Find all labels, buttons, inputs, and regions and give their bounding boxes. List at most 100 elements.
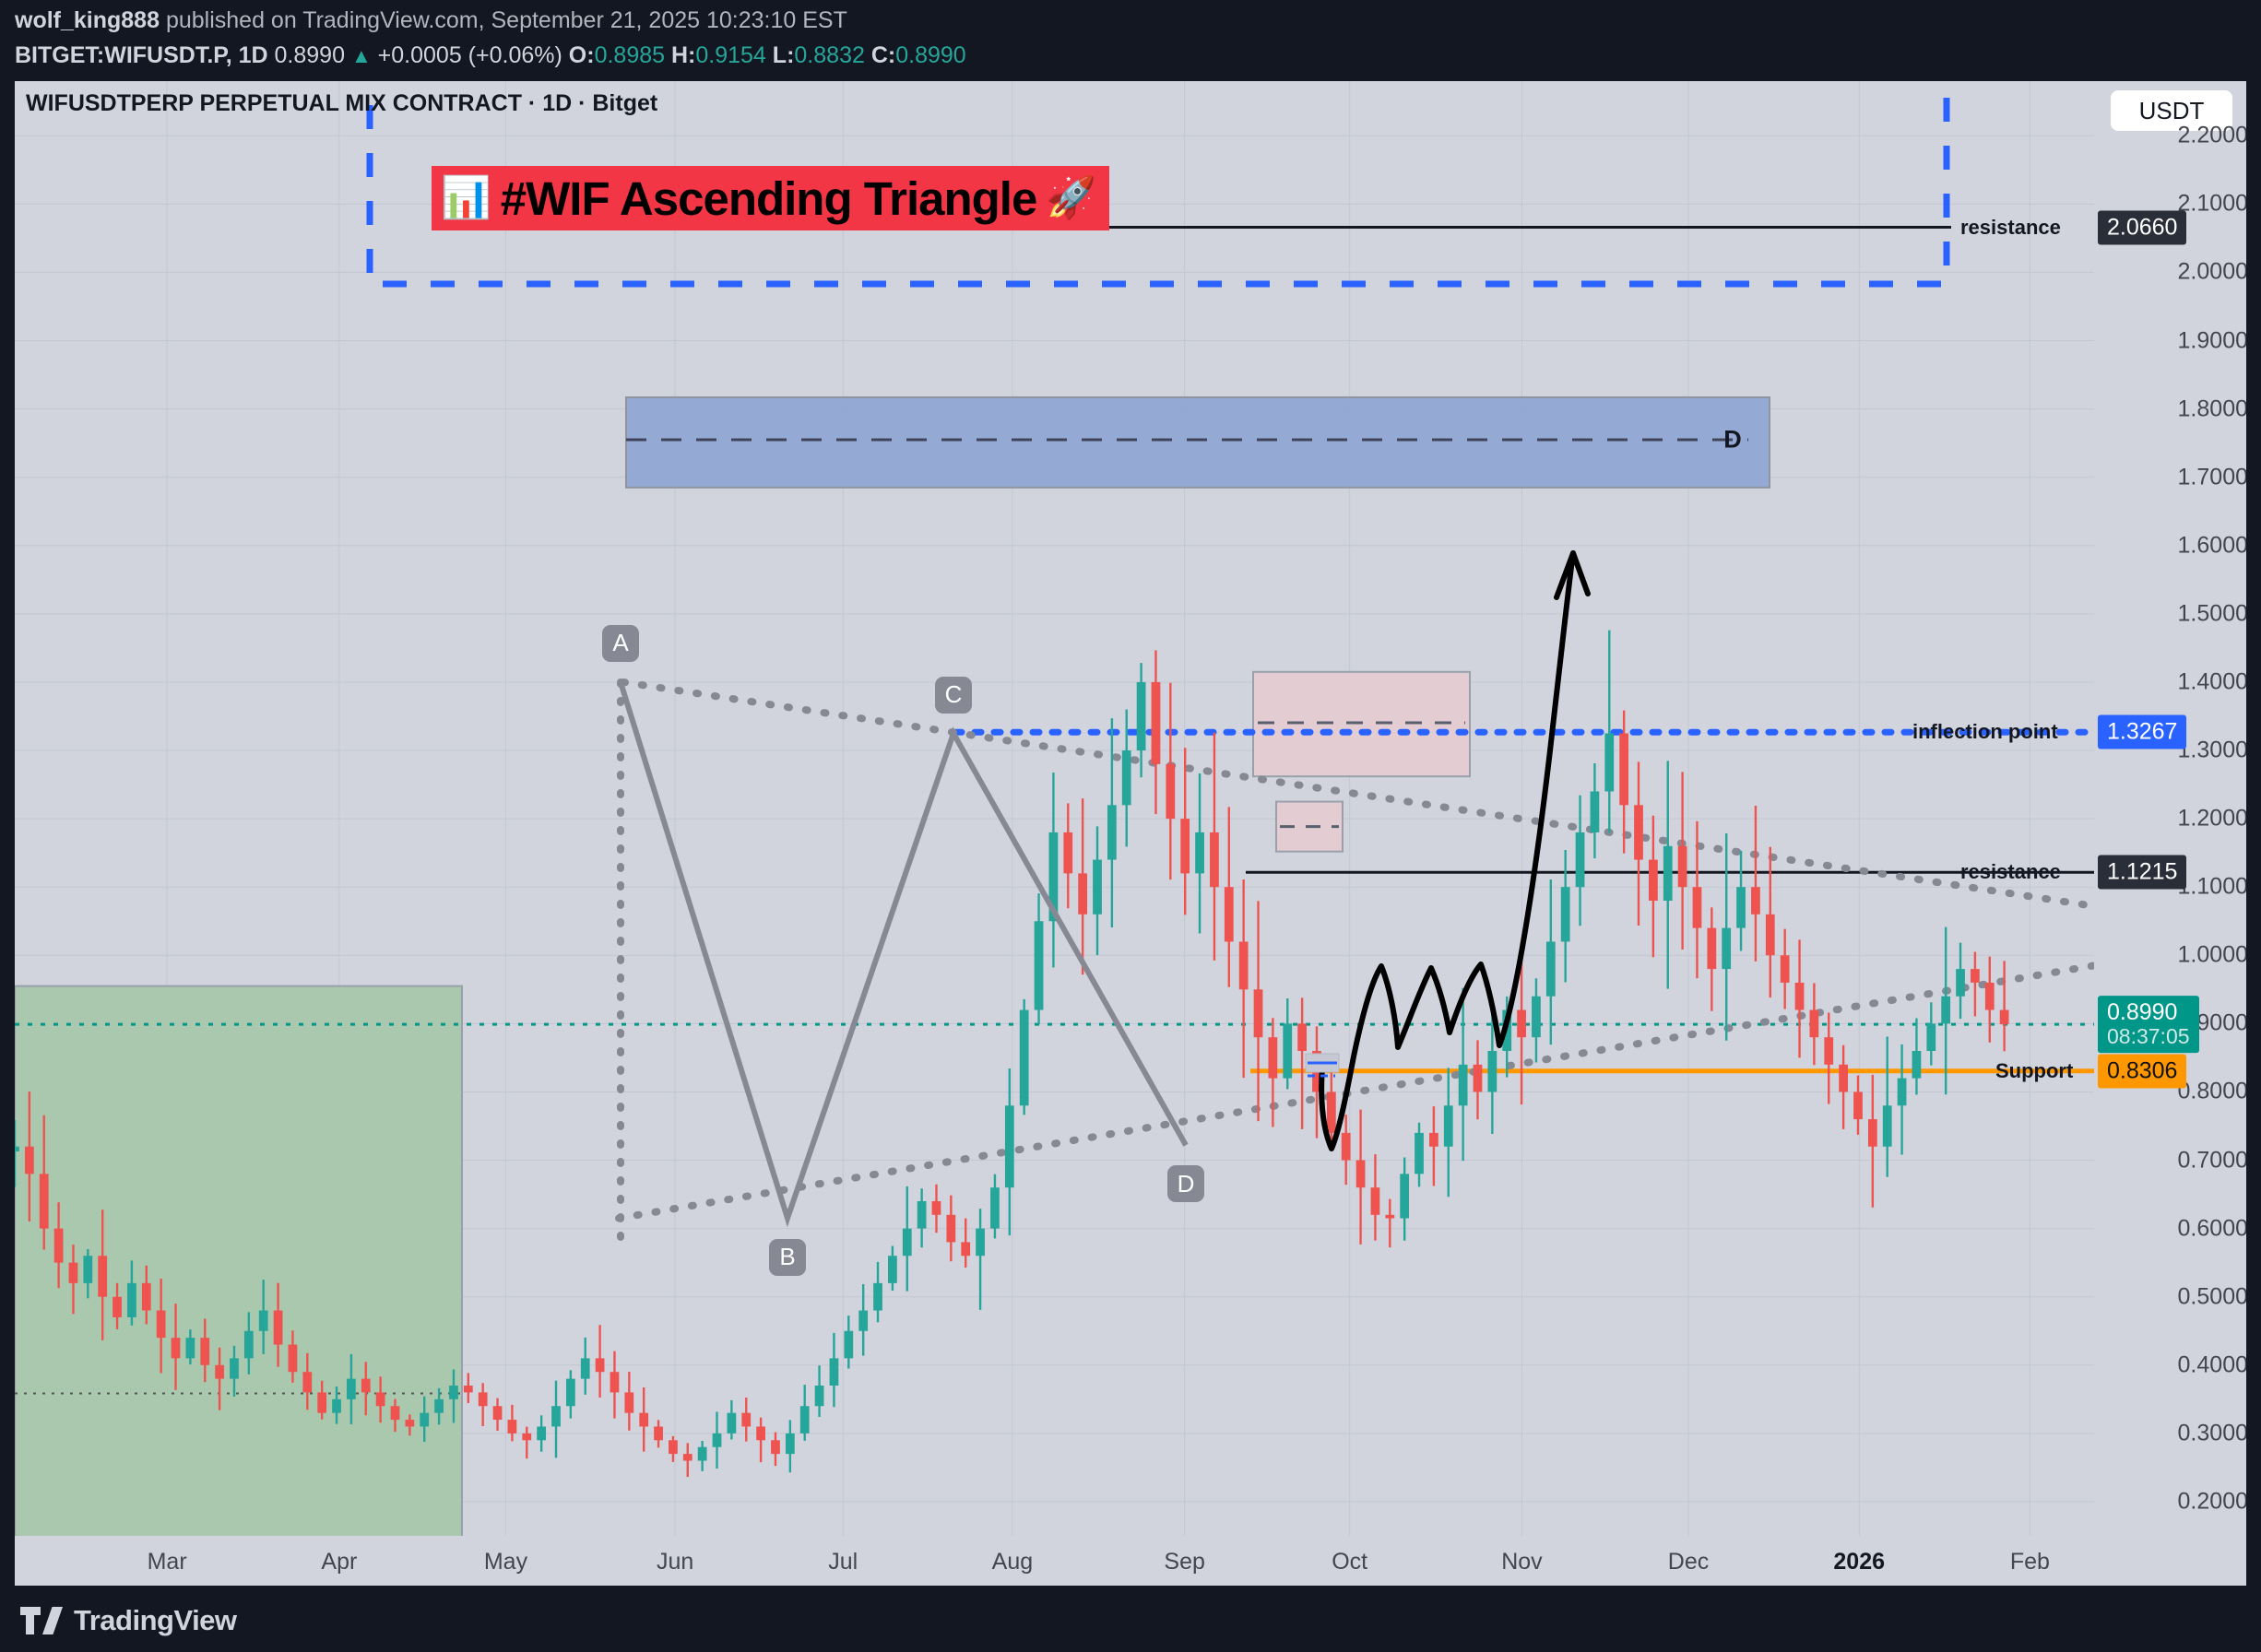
candle-body — [829, 1358, 839, 1386]
candle-body — [39, 1174, 49, 1229]
time-tick: Feb — [2009, 1549, 2050, 1575]
open-label: O: — [568, 42, 595, 68]
tradingview-logo[interactable]: TradingView — [20, 1604, 237, 1637]
candle-body — [200, 1338, 210, 1365]
chart-plot-area[interactable]: resistance inflection point resistance Supp… — [15, 81, 2094, 1536]
price-tick: 1.9000 — [2177, 327, 2246, 354]
candle-body — [727, 1412, 737, 1434]
candle-body — [682, 1454, 693, 1461]
target-zone-label: D — [1723, 425, 1742, 454]
pivot-label-b[interactable]: B — [769, 1238, 806, 1276]
badge-countdown: 08:37:05 — [2107, 1024, 2190, 1049]
pivot-label-a[interactable]: A — [602, 624, 639, 662]
candle-body — [931, 1200, 941, 1215]
candle-body — [1765, 914, 1775, 956]
candle-body — [1794, 982, 1805, 1010]
projection-arrowhead — [1554, 550, 1591, 600]
candle-body — [1984, 982, 1995, 1010]
bar-chart-icon: 📊 — [441, 175, 491, 220]
price-badge-orange[interactable]: 0.8306 — [2098, 1054, 2187, 1089]
currency-badge[interactable]: USDT — [2111, 90, 2232, 131]
candle-body — [990, 1187, 1000, 1229]
time-tick: Mar — [147, 1549, 187, 1575]
candle-body — [902, 1228, 912, 1257]
candle-body — [1751, 887, 1760, 914]
candle-body — [1487, 1051, 1497, 1092]
candle-body — [1604, 733, 1615, 792]
candle-body — [595, 1358, 605, 1373]
up-arrow-icon: ▲ — [350, 44, 372, 67]
time-tick: Jul — [828, 1549, 858, 1575]
candle-body — [1238, 941, 1249, 990]
time-tick: Jun — [656, 1549, 694, 1575]
price-badge-blue[interactable]: 1.3267 — [2098, 714, 2187, 749]
price-badge-dark[interactable]: 2.0660 — [2098, 210, 2187, 245]
pivot-label-d[interactable]: D — [1167, 1165, 1204, 1203]
time-tick: Nov — [1501, 1549, 1543, 1575]
pivot-label-c[interactable]: C — [935, 676, 972, 714]
tradingview-mark-icon — [20, 1607, 63, 1634]
candle-body — [1268, 1037, 1278, 1079]
candle-body — [1283, 1023, 1293, 1079]
candle-body — [1400, 1174, 1410, 1219]
price-tick: 2.0000 — [2177, 258, 2246, 285]
candle-body — [799, 1406, 810, 1434]
candle-body — [1634, 805, 1643, 860]
abcd-zigzag — [618, 681, 1189, 1228]
candle-body — [946, 1214, 956, 1243]
candle-body — [961, 1242, 971, 1257]
candle-body — [420, 1412, 430, 1427]
candle-body — [1326, 1092, 1336, 1133]
candle-body — [1956, 969, 1965, 997]
high-label: H: — [670, 42, 696, 68]
candle-body — [68, 1262, 78, 1283]
chart-container[interactable]: resistance inflection point resistance Supp… — [15, 81, 2246, 1586]
rocket-icon: 🚀 — [1046, 175, 1097, 220]
time-axis[interactable]: Mar Apr May Jun Jul Aug Sep Oct Nov Dec 2026 Feb — [15, 1536, 2246, 1586]
candle-body — [785, 1433, 795, 1455]
candle-body — [230, 1358, 239, 1379]
candle-body — [492, 1406, 503, 1421]
candle-body — [507, 1420, 517, 1434]
candle-body — [1048, 832, 1059, 922]
candle-body — [873, 1282, 882, 1311]
chart-canvas[interactable] — [15, 81, 2094, 1536]
candle-body — [1136, 681, 1146, 751]
candle-body — [1780, 955, 1790, 983]
idea-title-text: #WIF Ascending Triangle — [500, 171, 1038, 225]
candle-body — [332, 1398, 341, 1413]
price-tick: 0.2000 — [2177, 1488, 2246, 1515]
candle-body — [171, 1338, 181, 1359]
candle-body — [1867, 1119, 1877, 1147]
candle-body — [1853, 1092, 1863, 1120]
candle-body — [654, 1426, 663, 1441]
price-tick: 2.1000 — [2177, 190, 2246, 217]
target-zone-box — [625, 396, 1770, 489]
price-badge-teal[interactable]: 0.8990 08:37:05 — [2098, 996, 2199, 1053]
candle-body — [888, 1256, 897, 1283]
candle-body — [1195, 832, 1204, 874]
candle-body — [1824, 1037, 1834, 1065]
price-axis[interactable]: USDT 2.2000 2.1000 2.0000 1.9000 1.8000 1.700… — [2094, 81, 2246, 1536]
projection-path — [1319, 550, 1576, 1151]
candle-body — [1722, 927, 1732, 970]
candle-body — [24, 1146, 34, 1174]
time-tick: Dec — [1667, 1549, 1710, 1575]
candle-body — [1034, 921, 1044, 1010]
candle-body — [98, 1256, 108, 1297]
low-label: L: — [772, 42, 795, 68]
candle-body — [258, 1310, 268, 1331]
candle-body — [1926, 1023, 1936, 1051]
candle-body — [1019, 1009, 1029, 1106]
price-badge-dark[interactable]: 1.1215 — [2098, 855, 2187, 890]
time-tick: May — [483, 1549, 528, 1575]
symbol-ticker[interactable]: BITGET:WIFUSDT.P, 1D — [15, 42, 268, 68]
candle-body — [1619, 733, 1629, 806]
price-tick: 1.5000 — [2177, 600, 2246, 627]
price-tick: 1.7000 — [2177, 464, 2246, 490]
candle-body — [1341, 1132, 1351, 1161]
candle-body — [551, 1406, 561, 1427]
candle-body — [580, 1358, 590, 1379]
candle-body — [1809, 1009, 1819, 1038]
chart-legend: WIFUSDTPERP PERPETUAL MIX CONTRACT · 1D … — [26, 90, 658, 116]
